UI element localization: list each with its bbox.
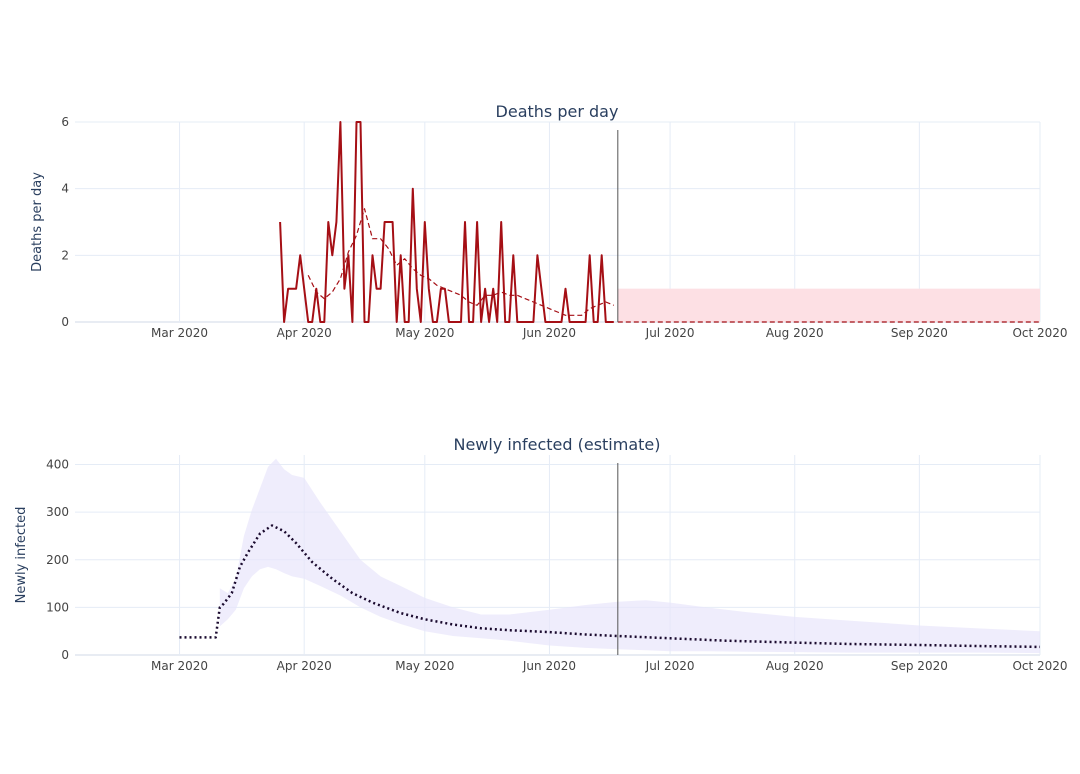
deaths-x-tick-label: Oct 2020 [1012,326,1067,340]
deaths-y-tick-label: 0 [61,315,69,329]
deaths-x-tick-label: Jun 2020 [522,326,576,340]
infected-y-tick-label: 0 [61,648,69,662]
deaths-y-tick-label: 2 [61,248,69,262]
infected-x-tick-label: Sep 2020 [891,659,948,673]
infected-uncertainty-band [219,458,1041,654]
infected-y-tick-label: 100 [46,600,69,614]
deaths-series-1-dashed-line [307,208,615,316]
deaths-forecast-band [617,288,1040,322]
deaths-x-ticks: Mar 2020 Apr 2020 May 2020 Jun 2020 Jul 2020… [151,326,1068,340]
deaths-panel-title: Deaths per day [496,102,619,121]
infected-panel-title: Newly infected (estimate) [453,435,660,454]
infected-band-area [219,458,1041,654]
infected-x-tick-label: May 2020 [395,659,454,673]
infected-y-tick-label: 300 [46,505,69,519]
deaths-series [279,121,1040,323]
deaths-series-0-solid-line [279,121,614,323]
deaths-y-ticks: 0 2 4 6 [61,115,69,329]
infected-y-tick-label: 400 [46,458,69,472]
infected-y-ticks: 0 100 200 300 400 [46,458,69,662]
infected-x-tick-label: Mar 2020 [151,659,208,673]
deaths-panel: 0 2 4 6 Mar 2020 Apr 2020 May 2020 Jun 2020 Jul… [30,102,1068,340]
infected-x-ticks: Mar 2020 Apr 2020 May 2020 Jun 2020 Jul 2020… [151,659,1068,673]
deaths-band-rect [617,288,1040,322]
infected-x-tick-label: Oct 2020 [1012,659,1067,673]
deaths-x-tick-label: May 2020 [395,326,454,340]
deaths-x-tick-label: Mar 2020 [151,326,208,340]
deaths-y-axis-label: Deaths per day [30,172,45,272]
deaths-x-tick-label: Aug 2020 [766,326,824,340]
deaths-y-tick-label: 4 [61,182,69,196]
infected-x-tick-label: Jun 2020 [522,659,576,673]
infected-y-axis-label: Newly infected [14,507,29,604]
deaths-x-tick-label: Sep 2020 [891,326,948,340]
infected-x-tick-label: Aug 2020 [766,659,824,673]
deaths-x-tick-label: Apr 2020 [277,326,332,340]
infected-x-tick-label: Apr 2020 [277,659,332,673]
deaths-y-tick-label: 6 [61,115,69,129]
infected-x-tick-label: Jul 2020 [645,659,695,673]
infected-y-tick-label: 200 [46,553,69,567]
deaths-x-tick-label: Jul 2020 [645,326,695,340]
infected-panel: 0 100 200 300 400 Mar 2020 Apr 2020 May 2020 Ju… [14,435,1068,673]
